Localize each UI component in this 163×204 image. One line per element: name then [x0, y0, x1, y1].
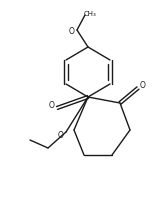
- Text: CH₃: CH₃: [84, 11, 96, 17]
- Text: O: O: [49, 101, 55, 110]
- Text: O: O: [58, 131, 64, 140]
- Text: O: O: [140, 81, 146, 90]
- Text: O: O: [69, 27, 75, 35]
